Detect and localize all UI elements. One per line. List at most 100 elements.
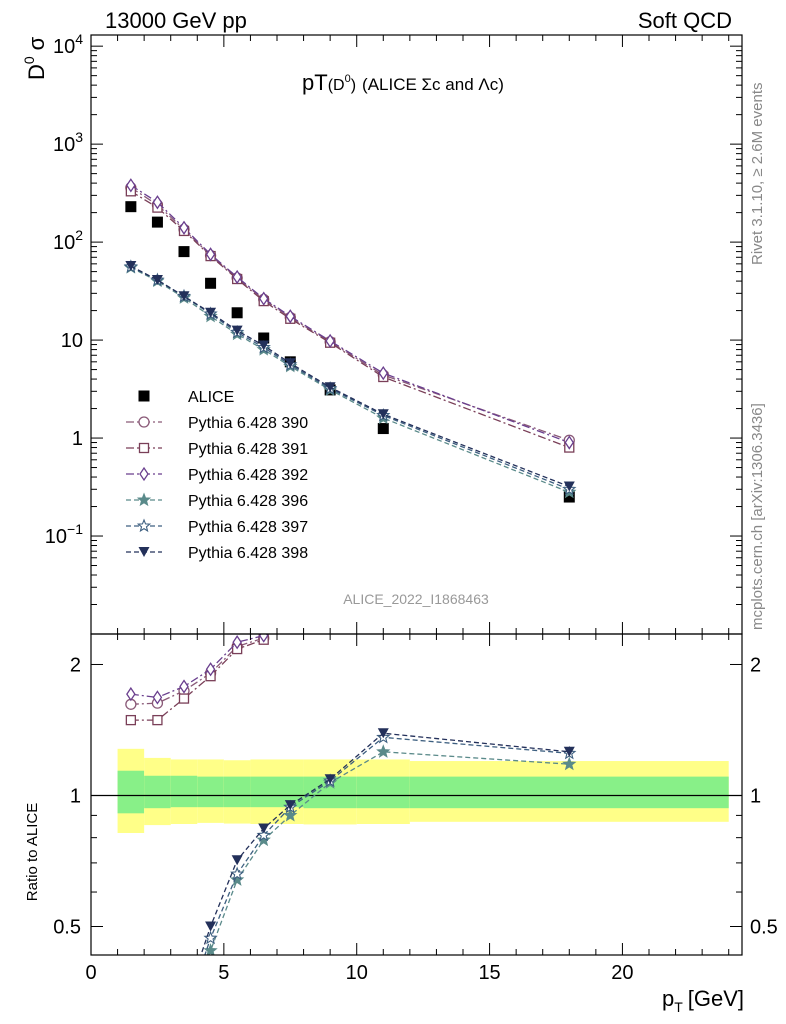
data-point xyxy=(151,216,163,228)
ratio-data-point xyxy=(379,560,388,569)
ratio-data-point xyxy=(565,571,574,580)
legend-item: Pythia 6.428 397 xyxy=(126,518,308,536)
uncertainty-band-inner xyxy=(197,776,224,808)
title-main: pT xyxy=(302,70,328,95)
uncertainty-band-inner xyxy=(409,776,729,809)
ratio-series-3 xyxy=(203,744,577,955)
ratio-series-line xyxy=(130,634,268,705)
ratio-series-group xyxy=(125,542,577,955)
uncertainty-band-inner xyxy=(144,775,171,809)
data-point xyxy=(258,332,270,344)
uncertainty-band-inner xyxy=(223,776,251,808)
y-tick-label-top: 102 xyxy=(53,227,83,254)
legend-item: Pythia 6.428 396 xyxy=(126,492,308,510)
ratio-data-point xyxy=(258,823,270,834)
ratio-data-point xyxy=(285,596,295,606)
header-process: Soft QCD xyxy=(638,8,732,33)
top-series-group xyxy=(123,178,577,503)
legend-marker xyxy=(138,416,150,428)
analysis-watermark: ALICE_2022_I1868463 xyxy=(343,591,489,607)
legend-marker xyxy=(136,492,152,507)
title-sup: 0 xyxy=(345,73,351,85)
data-point xyxy=(178,246,190,258)
x-tick-label: 0 xyxy=(85,962,96,984)
legend: ALICE Pythia 6.428 390 Pythia 6.428 391 Pyt… xyxy=(126,389,308,562)
ratio-data-point xyxy=(563,746,575,757)
series-line xyxy=(130,187,570,441)
legend-item: Pythia 6.428 398 xyxy=(126,545,308,562)
ylabel-sup: 0 xyxy=(21,56,37,64)
y-axis-label-top: D0 σ xyxy=(21,36,49,80)
y-tick-label-ratio: 2 xyxy=(70,654,81,676)
y-tick-label-top: 10−1 xyxy=(45,521,83,548)
y-tick-label-ratio-right: 1 xyxy=(750,785,761,807)
legend-item: Pythia 6.428 392 xyxy=(126,466,308,484)
title-rest: (ALICE Σc and Λc) xyxy=(362,75,504,94)
y-tick-label-top: 1 xyxy=(72,428,83,450)
legend-label: Pythia 6.428 391 xyxy=(188,441,308,458)
ratio-data-point xyxy=(179,679,189,694)
ratio-data-point xyxy=(286,588,294,600)
ratio-data-point xyxy=(325,577,335,587)
series-line xyxy=(130,190,570,449)
header-energy: 13000 GeV pp xyxy=(105,8,247,33)
data-point xyxy=(284,358,296,369)
data-point xyxy=(152,195,163,210)
legend-item: Pythia 6.428 391 xyxy=(126,441,308,458)
title-close: ) xyxy=(351,77,356,94)
series-line xyxy=(130,265,570,488)
data-point xyxy=(178,291,190,302)
ratio-data-point xyxy=(230,866,245,881)
ratio-data-point xyxy=(126,686,136,702)
y-tick-label-ratio: 0.5 xyxy=(53,916,81,938)
y-tick-label-ratio-right: 2 xyxy=(750,654,761,676)
legend-marker xyxy=(136,518,152,533)
ratio-plot-frame xyxy=(90,633,743,956)
x-tick-label: 5 xyxy=(218,962,229,984)
data-point xyxy=(325,333,335,349)
legend-label: Pythia 6.428 390 xyxy=(188,415,308,432)
ratio-data-point xyxy=(203,943,218,955)
y-tick-label-ratio-right: 0.5 xyxy=(750,916,778,938)
ratio-series-line xyxy=(130,634,266,699)
data-point xyxy=(205,247,216,262)
ratio-data-point xyxy=(565,547,573,559)
data-point xyxy=(151,275,163,286)
title-paren: (D xyxy=(328,77,345,94)
data-point xyxy=(377,423,389,435)
legend-label: Pythia 6.428 396 xyxy=(188,493,308,510)
xlabel-unit: [GeV] xyxy=(688,986,744,1011)
data-point xyxy=(258,291,269,306)
series-6 xyxy=(125,261,575,492)
ratio-data-point xyxy=(326,583,335,592)
ratio-data-point xyxy=(178,693,190,704)
x-tick-label: 10 xyxy=(346,962,368,984)
ratio-data-point xyxy=(232,635,242,650)
legend-item: Pythia 6.428 390 xyxy=(126,415,308,432)
ratio-data-point xyxy=(231,855,243,866)
ratio-data-point xyxy=(379,542,387,554)
data-point xyxy=(285,309,296,324)
ratio-series-line xyxy=(204,736,570,955)
mcplots-label: mcplots.cern.ch [arXiv:1306.3436] xyxy=(749,403,766,630)
xlabel-main: p xyxy=(662,986,674,1011)
data-point xyxy=(324,382,336,393)
data-point xyxy=(564,435,575,450)
ratio-series-0 xyxy=(125,577,335,710)
y-tick-label-top: 103 xyxy=(53,129,83,156)
ratio-data-point xyxy=(256,827,271,842)
series-3 xyxy=(126,178,575,450)
ratio-series-2 xyxy=(126,542,573,705)
y-axis-label-ratio: Ratio to ALICE xyxy=(24,803,41,901)
legend-label: ALICE xyxy=(188,389,234,406)
legend-label: Pythia 6.428 397 xyxy=(188,519,308,536)
legend-label: Pythia 6.428 392 xyxy=(188,467,308,484)
y-tick-label-top: 10 xyxy=(61,330,83,352)
ratio-data-point xyxy=(205,921,217,932)
data-point xyxy=(232,269,242,285)
ratio-data-point xyxy=(376,744,391,758)
ratio-series-5 xyxy=(200,728,575,955)
ratio-data-point xyxy=(286,603,295,612)
uncertainty-band-inner xyxy=(250,776,277,808)
